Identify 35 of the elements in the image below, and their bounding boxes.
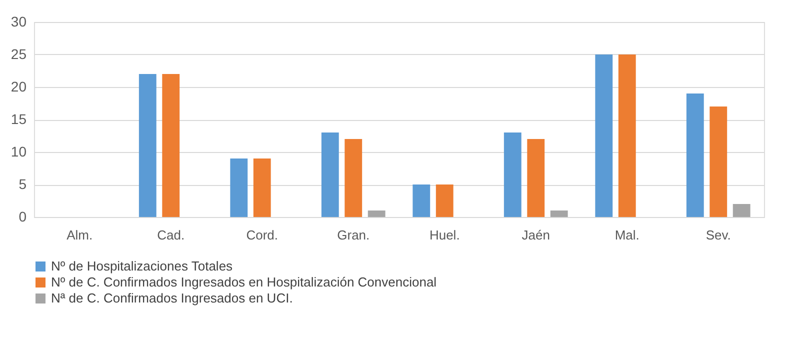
legend-label: Nº de C. Confirmados Ingresados en Hospitalización Convencional bbox=[51, 274, 437, 290]
bar bbox=[253, 158, 271, 217]
legend-label: Nª de C. Confirmados Ingresados en UCI. bbox=[51, 290, 293, 306]
bar bbox=[732, 204, 750, 217]
bar bbox=[618, 54, 636, 217]
bar bbox=[595, 54, 613, 217]
bar bbox=[527, 139, 545, 217]
x-tick-label: Alm. bbox=[66, 228, 93, 242]
bar bbox=[436, 184, 454, 217]
x-tick-label: Jaén bbox=[522, 228, 550, 242]
x-tick-label: Sev. bbox=[706, 228, 731, 242]
bar bbox=[686, 94, 704, 217]
legend-label: Nº de Hospitalizaciones Totales bbox=[51, 258, 234, 274]
bar bbox=[550, 210, 568, 217]
bar bbox=[412, 184, 430, 217]
y-tick-label: 0 bbox=[18, 208, 27, 224]
y-tick-label: 25 bbox=[10, 46, 27, 62]
x-tick-label: Gran. bbox=[337, 228, 370, 242]
y-tick-label: 10 bbox=[10, 144, 27, 160]
bar bbox=[504, 132, 522, 217]
x-tick-label: Mal. bbox=[614, 228, 640, 242]
x-tick-label: Huel. bbox=[429, 228, 460, 242]
bar bbox=[321, 132, 339, 217]
y-tick-label: 20 bbox=[10, 78, 27, 94]
bar bbox=[710, 106, 728, 217]
x-tick-label: Cord. bbox=[246, 228, 278, 242]
x-tick-label: Cad. bbox=[157, 228, 185, 242]
y-tick-label: 15 bbox=[10, 111, 27, 127]
bar bbox=[138, 74, 156, 217]
bar bbox=[368, 210, 386, 217]
y-tick-label: 30 bbox=[10, 14, 27, 30]
bar bbox=[162, 74, 180, 217]
y-tick-label: 5 bbox=[18, 176, 27, 192]
bar bbox=[230, 158, 248, 217]
bar bbox=[344, 139, 362, 217]
